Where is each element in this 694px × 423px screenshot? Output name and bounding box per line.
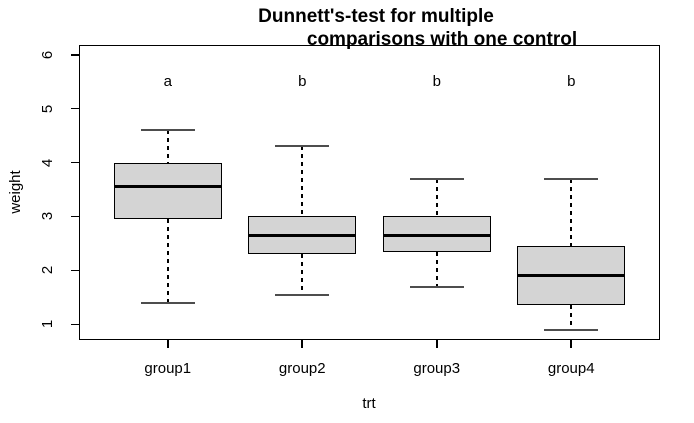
x-axis-tick-label-group2: group2 [278,360,326,377]
y-axis-tick-5 [71,107,79,110]
x-axis-tick-group4 [570,340,573,348]
y-axis-tick-label-3: 3 [39,212,56,221]
median-group4 [517,274,626,278]
median-group3 [382,233,491,237]
whisker-cap-lower-group3 [409,285,464,288]
x-axis-tick-label-group3: group3 [413,360,461,377]
whisker-cap-upper-group4 [544,177,599,180]
chart-title-line1: Dunnett's-test for multiple [258,6,494,27]
y-axis-tick-label-2: 2 [39,266,56,275]
y-axis-tick-label-4: 4 [39,158,56,167]
y-axis-tick-label-6: 6 [39,50,56,59]
chart-title-line2: comparisons with one control [306,29,578,50]
x-axis-title: trt [362,395,376,412]
whisker-upper-group1 [166,130,169,163]
y-axis-tick-6 [71,53,79,56]
y-axis-tick-1 [71,323,79,326]
x-axis-tick-group2 [301,340,304,348]
whisker-cap-upper-group2 [275,145,330,148]
sig-letter-group4: b [567,72,576,90]
whisker-lower-group4 [570,305,573,330]
whisker-lower-group3 [435,251,438,287]
whisker-upper-group4 [570,178,573,247]
y-axis-tick-label-5: 5 [39,104,56,113]
y-axis-tick-label-1: 1 [39,320,56,329]
sig-letter-group1: a [163,72,172,90]
whisker-upper-group2 [301,146,304,217]
x-axis-tick-label-group1: group1 [144,360,192,377]
y-axis-tick-3 [71,215,79,218]
median-group1 [113,185,222,189]
whisker-cap-lower-group4 [544,328,599,331]
whisker-cap-lower-group1 [140,301,195,304]
median-group2 [248,233,357,237]
sig-letter-group2: b [298,72,307,90]
y-axis-tick-4 [71,161,79,164]
x-axis-tick-label-group4: group4 [547,360,595,377]
whisker-cap-lower-group2 [275,293,330,296]
whisker-cap-upper-group1 [140,129,195,132]
sig-letter-group3: b [432,72,441,90]
whisker-upper-group3 [435,178,438,217]
y-axis-title: weight [7,170,24,214]
y-axis-tick-2 [71,269,79,272]
whisker-lower-group2 [301,254,304,295]
x-axis-tick-group1 [166,340,169,348]
whisker-cap-upper-group3 [409,177,464,180]
x-axis-tick-group3 [435,340,438,348]
whisker-lower-group1 [166,219,169,303]
box-group1 [113,162,222,220]
